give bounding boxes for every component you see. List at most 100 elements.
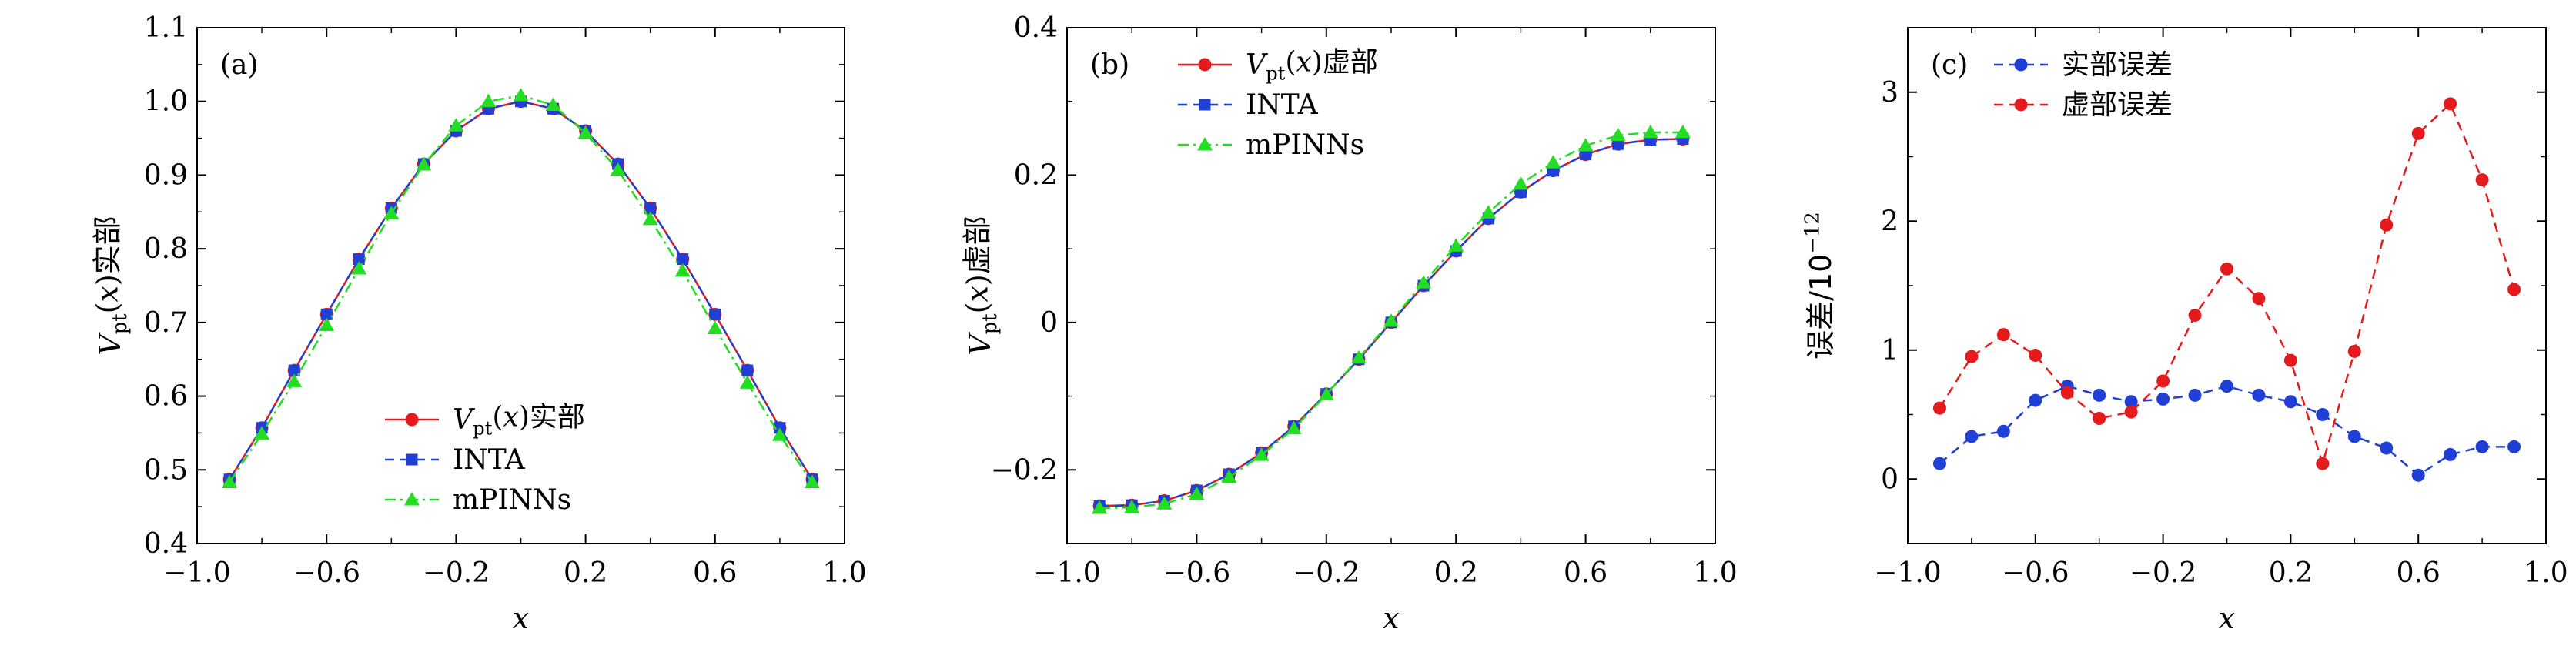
legend-entry: 实部误差	[1994, 49, 2173, 81]
data-point	[1610, 127, 1626, 142]
x-tick-label: −0.2	[1293, 557, 1360, 589]
x-tick-label: 0.2	[564, 557, 607, 589]
legend-marker	[2014, 98, 2028, 112]
y-tick-label: 0.2	[1014, 159, 1058, 191]
data-point	[2188, 309, 2202, 323]
data-point	[2029, 393, 2042, 407]
panel-a: −1.0 −0.6 −0.2 0.2 0.6 1.0 0.4 0.5 0.6 0.7 0.8 0.9 1…	[90, 12, 866, 635]
data-point	[707, 320, 723, 335]
data-point	[1580, 149, 1592, 161]
data-point	[577, 125, 594, 139]
y-axis-label: Vpt(x)虚部	[960, 216, 1001, 355]
y-tick-label: 0.6	[144, 381, 188, 413]
data-point	[2411, 468, 2425, 482]
data-point	[2444, 97, 2457, 111]
data-point	[1253, 447, 1270, 461]
data-point	[1545, 155, 1561, 169]
x-tick-label: 0.6	[693, 557, 737, 589]
legend-entry: INTA	[385, 444, 526, 476]
data-point	[2188, 388, 2202, 402]
y-tick-label: 1.0	[144, 86, 188, 118]
series-mPINNs	[222, 88, 820, 489]
data-point	[480, 93, 497, 108]
data-point	[2252, 388, 2266, 402]
x-tick-label: −1.0	[1874, 557, 1941, 589]
x-tick-label: 1.0	[1693, 557, 1737, 589]
legend-label: mPINNs	[453, 484, 571, 516]
data-point	[2475, 440, 2489, 453]
data-point	[674, 263, 691, 277]
data-point	[1513, 176, 1529, 190]
data-point	[1416, 275, 1432, 289]
panel-label: (c)	[1931, 49, 1968, 81]
data-point	[2380, 441, 2394, 455]
legend-marker	[1198, 58, 1212, 72]
data-point	[2507, 440, 2521, 453]
data-point	[1577, 138, 1594, 152]
y-tick-label: 0.8	[144, 233, 188, 265]
y-axis-label: 误差/10−12	[1801, 212, 1838, 360]
data-point	[1932, 401, 1946, 415]
y-tick-label: 0	[1881, 463, 1899, 495]
data-point	[2507, 283, 2521, 296]
data-point	[642, 211, 658, 226]
y-tick-label: 3	[1881, 77, 1899, 109]
legend-entry: mPINNs	[1178, 129, 1364, 161]
data-point	[2124, 405, 2138, 419]
data-point	[2380, 218, 2394, 232]
legend-entry: Vpt(x)虚部	[1178, 47, 1378, 84]
legend-marker	[406, 453, 418, 466]
legend-label: INTA	[453, 444, 526, 476]
series-实部误差	[1932, 380, 2521, 482]
legend-entry: Vpt(x)实部	[385, 402, 585, 439]
data-point	[2316, 408, 2330, 421]
data-point	[741, 364, 754, 376]
data-point	[1383, 313, 1399, 327]
data-point	[1642, 124, 1658, 139]
data-point	[2283, 395, 2297, 409]
data-point	[2347, 430, 2361, 443]
data-point	[2156, 392, 2170, 406]
y-tick-label: 2	[1881, 206, 1899, 237]
data-point	[1318, 386, 1334, 401]
legend-entry: 虚部误差	[1994, 89, 2173, 121]
x-tick-label: −0.6	[293, 557, 360, 589]
data-point	[416, 157, 432, 171]
x-axis-label: x	[513, 601, 529, 635]
x-tick-label: 0.2	[1434, 557, 1478, 589]
x-tick-label: −1.0	[163, 557, 230, 589]
x-axis-label: x	[2219, 601, 2235, 635]
y-axis-label: Vpt(x)实部	[90, 216, 131, 355]
x-tick-label: 1.0	[2524, 557, 2568, 589]
data-point	[1156, 496, 1173, 510]
x-tick-label: −0.6	[1163, 557, 1230, 589]
data-point	[2283, 353, 2297, 367]
panel-c: −1.0 −0.6 −0.2 0.2 0.6 1.0 0 1 2 3 x 误差/10−12 (c) 实部误…	[1801, 27, 2568, 635]
data-point	[1124, 500, 1140, 513]
data-point	[1480, 205, 1497, 219]
data-point	[709, 308, 721, 320]
legend-marker	[2014, 58, 2028, 72]
legend-entry: mPINNs	[385, 484, 571, 516]
data-point	[545, 97, 561, 111]
legend-marker	[1199, 99, 1211, 111]
panel-label: (b)	[1090, 49, 1129, 81]
data-point	[1932, 457, 1946, 470]
data-point	[2252, 292, 2266, 306]
series-line	[1939, 102, 2515, 467]
panel-b: −1.0 −0.6 −0.2 0.2 0.6 1.0 −0.2 0 0.2 0.4 x Vpt(x)虚…	[960, 12, 1737, 635]
y-tick-label: 1.1	[144, 12, 188, 44]
legend-label: 虚部误差	[2062, 89, 2173, 121]
legend-entry: INTA	[1178, 89, 1319, 121]
data-point	[513, 88, 529, 102]
data-point	[2316, 457, 2330, 470]
data-point	[677, 253, 689, 266]
plot-frame	[1066, 27, 1716, 544]
y-tick-label: 1	[1881, 335, 1899, 366]
legend-label: mPINNs	[1246, 129, 1364, 161]
data-point	[353, 253, 365, 266]
data-point	[1350, 350, 1367, 364]
data-point	[448, 118, 464, 132]
data-point	[1286, 420, 1302, 435]
